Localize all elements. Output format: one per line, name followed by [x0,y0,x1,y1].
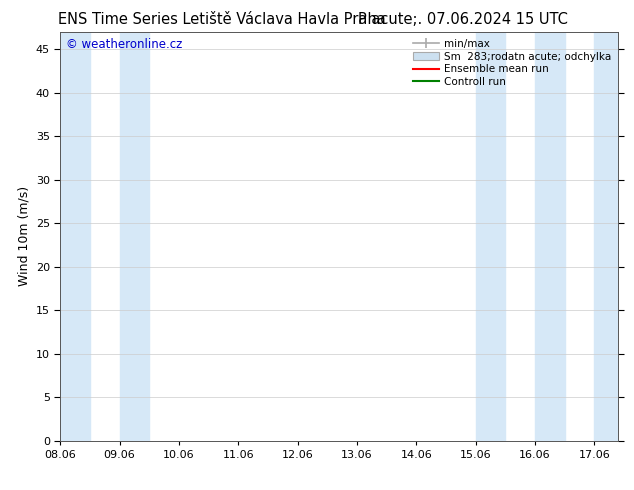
Text: P acute;. 07.06.2024 15 UTC: P acute;. 07.06.2024 15 UTC [358,12,568,27]
Y-axis label: Wind 10m (m/s): Wind 10m (m/s) [17,186,30,287]
Bar [535,32,565,441]
Text: © weatheronline.cz: © weatheronline.cz [66,38,182,51]
Bar [595,32,624,441]
Bar [120,32,149,441]
Bar [476,32,505,441]
Legend: min/max, Sm  283;rodatn acute; odchylka, Ensemble mean run, Controll run: min/max, Sm 283;rodatn acute; odchylka, … [411,37,613,89]
Text: ENS Time Series Letiště Václava Havla Praha: ENS Time Series Letiště Václava Havla Pr… [58,12,385,27]
Bar [60,32,90,441]
